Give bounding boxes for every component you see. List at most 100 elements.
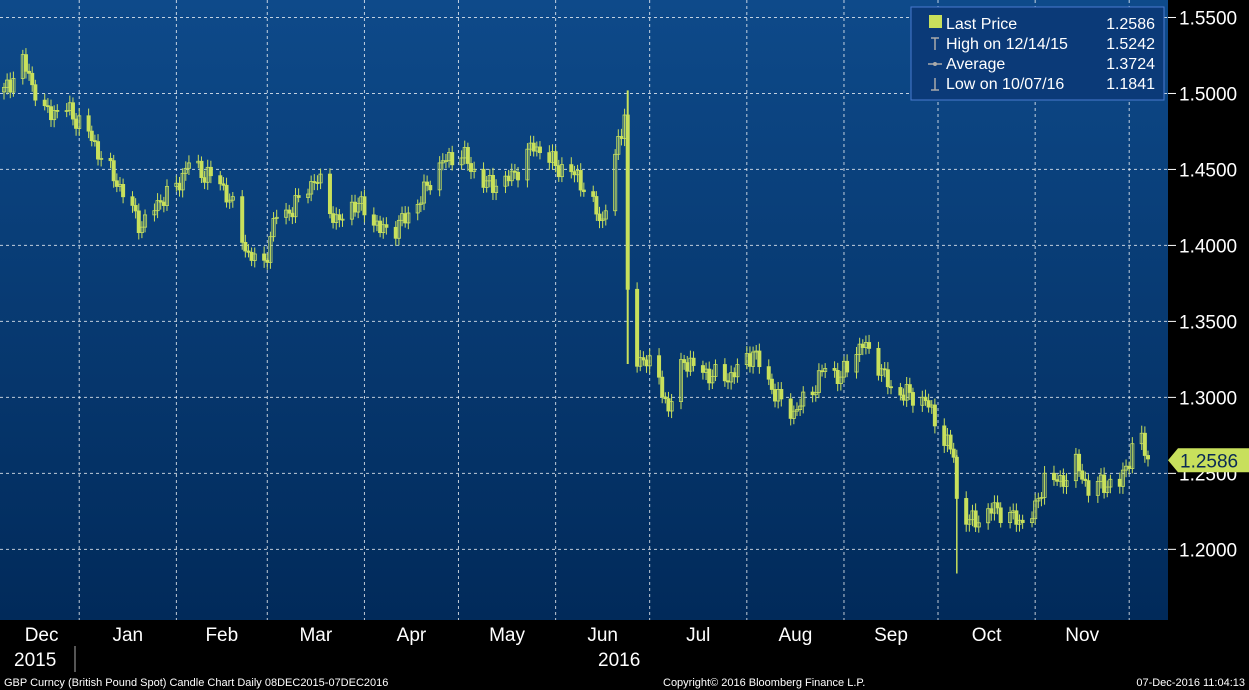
candle <box>92 134 97 147</box>
candle <box>569 157 574 179</box>
candle <box>99 151 104 167</box>
candle <box>1146 450 1151 467</box>
candle <box>30 66 35 92</box>
candle <box>490 167 495 200</box>
candle <box>406 206 411 230</box>
x-tick-label: Aug <box>778 625 812 646</box>
candle <box>1130 437 1135 474</box>
candle <box>133 198 138 219</box>
candle <box>910 387 915 413</box>
x-tick-label: Mar <box>299 625 332 646</box>
candle <box>356 197 361 219</box>
candle <box>1036 492 1041 509</box>
candle <box>121 178 126 204</box>
candle <box>309 175 314 202</box>
candle <box>707 361 712 391</box>
candle <box>327 168 332 219</box>
candle <box>136 203 141 240</box>
candle <box>284 202 289 225</box>
candle <box>1102 467 1107 499</box>
candle <box>243 234 248 258</box>
candle <box>1083 471 1088 487</box>
candle <box>594 191 599 221</box>
candle <box>932 398 937 434</box>
candle <box>421 174 426 211</box>
candle <box>274 209 279 225</box>
candle <box>208 160 213 184</box>
legend-value: 1.3724 <box>1106 56 1155 73</box>
candle <box>227 193 232 209</box>
candle <box>108 152 113 169</box>
candle <box>481 162 486 193</box>
candle <box>418 196 423 213</box>
candle <box>230 191 235 208</box>
candle-series <box>2 48 1151 574</box>
last-price-tag: 1.2586 <box>1168 448 1249 473</box>
candle <box>1039 492 1044 507</box>
candle <box>52 105 57 128</box>
candle <box>559 157 564 183</box>
candle <box>1120 462 1125 494</box>
candle <box>691 351 696 372</box>
candle <box>45 98 50 113</box>
y-tick-label: 1.4500 <box>1179 160 1237 181</box>
candle <box>682 354 687 370</box>
legend-item-low: Low on 10/07/16 1.1841 <box>931 76 1155 93</box>
candle <box>967 514 972 532</box>
candle <box>96 134 101 166</box>
legend-box <box>910 6 1165 101</box>
candle <box>381 217 386 239</box>
candle <box>635 282 640 373</box>
candle <box>1008 506 1013 529</box>
candle <box>813 385 818 402</box>
footer: GBP Curncy (British Pound Spot) Candle C… <box>4 677 1245 689</box>
candle <box>710 369 715 390</box>
candle <box>647 348 652 374</box>
candle <box>312 174 317 191</box>
candle <box>318 168 323 190</box>
footer-copyright: Copyright© 2016 Bloomberg Finance L.P. <box>663 677 865 689</box>
square-icon <box>929 15 942 28</box>
y-tick-label: 1.5000 <box>1179 84 1237 105</box>
candle <box>155 193 160 219</box>
candle <box>525 143 530 188</box>
candle <box>164 179 169 211</box>
candle <box>437 156 442 197</box>
candle <box>669 393 674 419</box>
candle <box>23 48 28 79</box>
candle <box>218 171 223 191</box>
candle <box>77 108 82 136</box>
candle <box>879 364 884 382</box>
candle <box>143 209 148 233</box>
candle <box>600 211 605 229</box>
candle <box>801 386 806 414</box>
candle <box>186 155 191 176</box>
candle <box>657 348 662 385</box>
candle <box>678 352 683 410</box>
x-axis: Dec Jan Feb Mar Apr May Jun Jul Aug Sep Oct Nov 2015… <box>14 625 1100 672</box>
candle <box>371 207 376 233</box>
legend: Last Price 1.2586 High on 12/14/15 1.524… <box>910 6 1165 101</box>
candle <box>779 382 784 407</box>
candle <box>362 189 367 223</box>
candle <box>1095 476 1100 503</box>
candle <box>252 247 257 268</box>
legend-value: 1.5242 <box>1106 36 1155 53</box>
legend-item-average: Average 1.3724 <box>928 56 1155 73</box>
candle <box>180 168 185 198</box>
candle <box>713 359 718 382</box>
candle <box>64 103 69 118</box>
candle <box>268 231 273 269</box>
candle <box>1042 466 1047 505</box>
candle <box>788 393 793 426</box>
candle <box>973 503 978 532</box>
candle <box>597 206 602 229</box>
candle <box>415 199 420 221</box>
candle <box>613 149 618 216</box>
candle <box>152 203 157 222</box>
candle <box>340 213 345 227</box>
candle <box>581 182 586 197</box>
candle <box>641 351 646 366</box>
candle <box>791 405 796 425</box>
y-tick-label: 1.4000 <box>1179 236 1237 257</box>
